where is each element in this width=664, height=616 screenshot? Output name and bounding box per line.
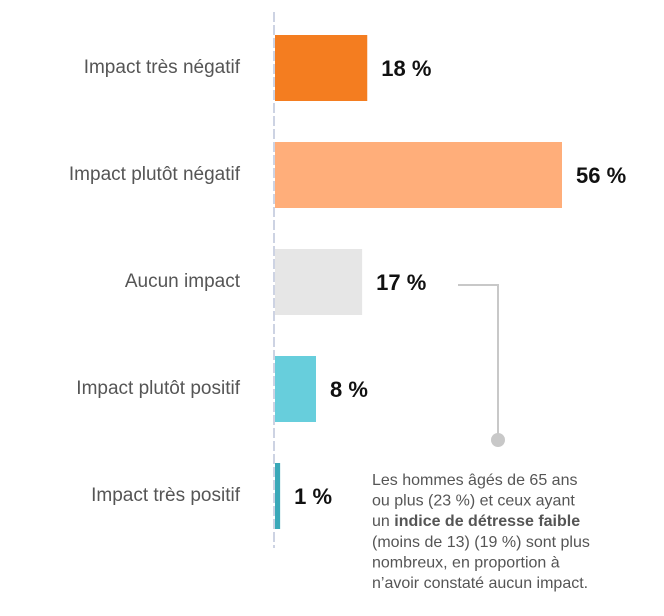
- annotation-line: ou plus (23 %) et ceux ayant: [372, 493, 575, 510]
- value-label: 1 %: [294, 484, 332, 509]
- category-label: Impact très positif: [91, 485, 241, 506]
- annotation-line: (moins de 13) (19 %) sont plus: [372, 534, 590, 551]
- connector-dot: [491, 433, 505, 447]
- bar: [275, 249, 363, 315]
- connector: [458, 284, 499, 440]
- annotation-text: un: [372, 513, 394, 530]
- category-label: Impact plutôt négatif: [69, 164, 241, 185]
- category-label: Impact très négatif: [84, 57, 241, 78]
- bar: [275, 356, 316, 422]
- value-label: 8 %: [330, 377, 368, 402]
- bar: [275, 142, 562, 208]
- annotation-line: Les hommes âgés de 65 ans: [372, 472, 577, 489]
- annotation-text: nombreux, en proportion à: [372, 554, 560, 571]
- annotation-text: n’avoir constaté aucun impact.: [372, 575, 588, 592]
- annotation-line: un indice de détresse faible: [372, 513, 580, 530]
- category-label: Impact plutôt positif: [76, 378, 240, 399]
- annotation-text: Les hommes âgés de 65 ans: [372, 472, 577, 489]
- value-label: 17 %: [376, 270, 426, 295]
- annotation-text: ou plus (23 %) et ceux ayant: [372, 493, 575, 510]
- category-label: Aucun impact: [125, 271, 241, 292]
- bar: [275, 35, 368, 101]
- value-label: 18 %: [381, 56, 431, 81]
- annotation-line: n’avoir constaté aucun impact.: [372, 575, 588, 592]
- annotation-text: (moins de 13) (19 %) sont plus: [372, 534, 590, 551]
- value-label: 56 %: [576, 163, 626, 188]
- annotation-line: nombreux, en proportion à: [372, 554, 560, 571]
- bar: [275, 463, 281, 529]
- annotation-text: indice de détresse faible: [394, 513, 580, 530]
